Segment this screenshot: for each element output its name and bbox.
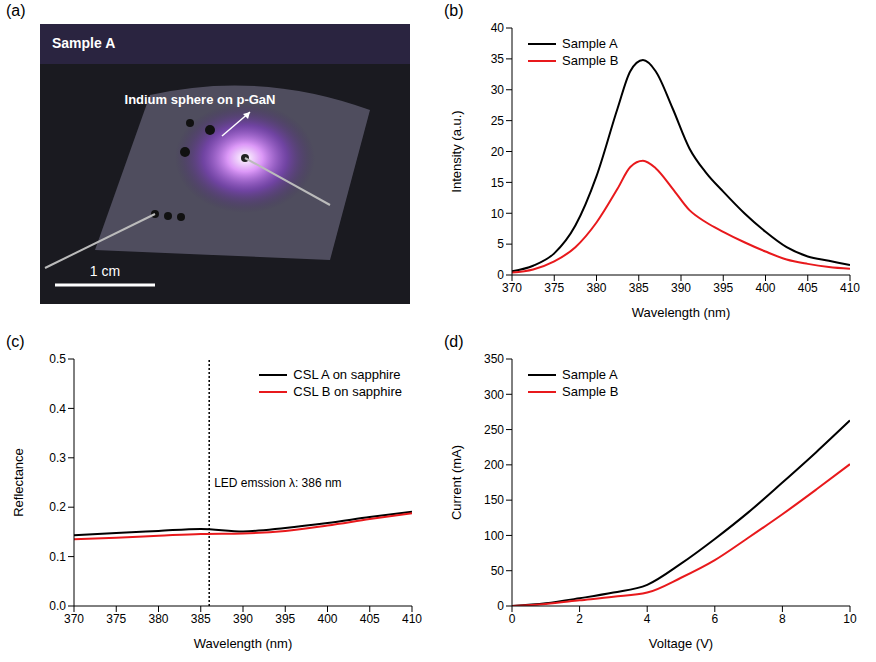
svg-text:405: 405: [360, 612, 380, 626]
svg-text:6: 6: [711, 612, 718, 626]
html-text:(d): (d): [444, 333, 464, 350]
svg-text:Sample A: Sample A: [52, 35, 115, 51]
svg-text:8: 8: [779, 612, 786, 626]
svg-text:30: 30: [491, 83, 505, 97]
html-text:Sample B: Sample B: [562, 384, 619, 399]
svg-text:400: 400: [755, 281, 775, 295]
svg-text:Current (mA): Current (mA): [449, 445, 464, 520]
svg-text:380: 380: [586, 281, 606, 295]
svg-text:10: 10: [491, 207, 505, 221]
svg-text:395: 395: [275, 612, 295, 626]
html-text:Sample B: Sample B: [562, 53, 619, 68]
svg-text:250: 250: [484, 423, 504, 437]
svg-text:Reflectance: Reflectance: [11, 448, 26, 517]
svg-text:0: 0: [497, 599, 504, 613]
svg-text:0.2: 0.2: [49, 500, 66, 514]
svg-text:385: 385: [191, 612, 211, 626]
svg-text:390: 390: [671, 281, 691, 295]
svg-text:300: 300: [484, 388, 504, 402]
html-text:Sample A: Sample A: [562, 367, 618, 382]
svg-text:Indium sphere on p-GaN: Indium sphere on p-GaN: [125, 92, 276, 107]
svg-text:10: 10: [843, 612, 857, 626]
svg-text:Intensity (a.u.): Intensity (a.u.): [449, 110, 464, 192]
svg-text:4: 4: [644, 612, 651, 626]
svg-text:40: 40: [491, 21, 505, 35]
svg-text:370: 370: [64, 612, 84, 626]
svg-text:380: 380: [148, 612, 168, 626]
svg-text:150: 150: [484, 493, 504, 507]
svg-text:Wavelength (nm): Wavelength (nm): [194, 636, 293, 651]
svg-text:0: 0: [509, 612, 516, 626]
svg-text:390: 390: [233, 612, 253, 626]
svg-text:410: 410: [840, 281, 860, 295]
html-text:CSL B on sapphire: CSL B on sapphire: [293, 384, 402, 399]
html-text:(a): (a): [6, 2, 26, 19]
svg-text:370: 370: [502, 281, 522, 295]
svg-text:Wavelength (nm): Wavelength (nm): [632, 305, 731, 320]
svg-text:5: 5: [497, 237, 504, 251]
svg-text:20: 20: [491, 145, 505, 159]
svg-text:200: 200: [484, 458, 504, 472]
svg-text:410: 410: [402, 612, 422, 626]
svg-text:375: 375: [106, 612, 126, 626]
svg-text:0.3: 0.3: [49, 451, 66, 465]
svg-text:405: 405: [798, 281, 818, 295]
svg-text:0.5: 0.5: [49, 352, 66, 366]
svg-text:385: 385: [629, 281, 649, 295]
svg-text:0: 0: [497, 268, 504, 282]
svg-text:35: 35: [491, 52, 505, 66]
svg-text:400: 400: [317, 612, 337, 626]
svg-text:25: 25: [491, 114, 505, 128]
svg-text:50: 50: [491, 564, 505, 578]
html-text:(b): (b): [444, 2, 464, 19]
svg-text:375: 375: [544, 281, 564, 295]
svg-text:395: 395: [713, 281, 733, 295]
svg-text:1 cm: 1 cm: [90, 263, 120, 279]
svg-text:LED emssion λ: 386 nm: LED emssion λ: 386 nm: [214, 476, 341, 490]
svg-text:100: 100: [484, 529, 504, 543]
svg-text:Voltage (V): Voltage (V): [649, 636, 713, 651]
html-text:CSL A on sapphire: CSL A on sapphire: [293, 367, 401, 382]
svg-text:0.0: 0.0: [49, 599, 66, 613]
svg-text:0.4: 0.4: [49, 402, 66, 416]
svg-text:15: 15: [491, 176, 505, 190]
svg-text:350: 350: [484, 352, 504, 366]
svg-text:0.1: 0.1: [49, 550, 66, 564]
html-text:Sample A: Sample A: [562, 36, 618, 51]
html-text:(c): (c): [6, 333, 25, 350]
svg-text:2: 2: [576, 612, 583, 626]
